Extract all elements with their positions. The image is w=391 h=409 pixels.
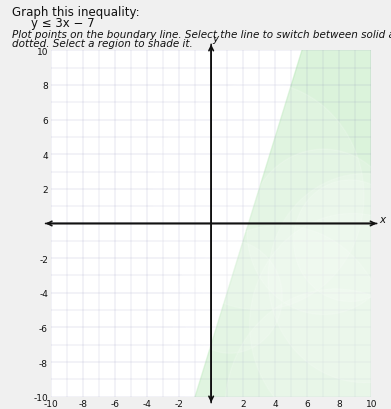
Text: y ≤ 3x − 7: y ≤ 3x − 7 (31, 17, 95, 30)
Text: Plot points on the boundary line. Select the line to switch between solid and: Plot points on the boundary line. Select… (12, 29, 391, 39)
Polygon shape (173, 226, 388, 409)
Polygon shape (250, 214, 391, 409)
Polygon shape (178, 241, 282, 353)
Polygon shape (268, 174, 391, 383)
Text: dotted. Select a region to shade it.: dotted. Select a region to shade it. (12, 39, 192, 49)
Polygon shape (225, 289, 391, 409)
Polygon shape (247, 150, 391, 315)
Text: Graph this inequality:: Graph this inequality: (12, 6, 139, 19)
Polygon shape (294, 180, 391, 302)
Text: y: y (212, 34, 218, 44)
Polygon shape (153, 83, 364, 310)
Text: x: x (380, 215, 386, 225)
